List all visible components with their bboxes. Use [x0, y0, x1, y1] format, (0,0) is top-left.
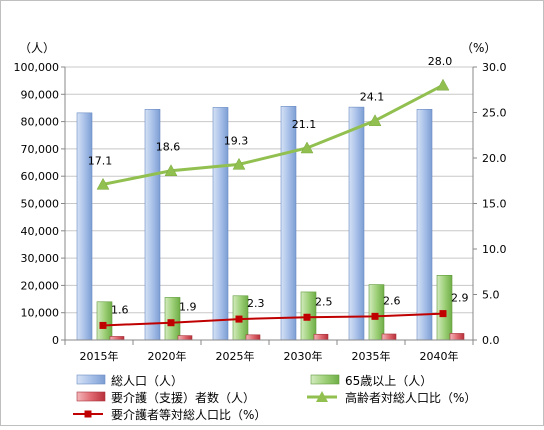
x-tick-label: 2040年: [420, 349, 459, 363]
care-ratio-data-label: 2.6: [383, 294, 401, 307]
elderly-ratio-data-label: 17.1: [88, 154, 113, 167]
legend-total-population-label: 総人口（人）: [111, 374, 183, 388]
elderly-ratio-data-label: 28.0: [428, 55, 453, 68]
right-tick-label: 5.0: [482, 289, 500, 302]
care-ratio-data-label: 1.9: [179, 301, 197, 314]
bar-age65-over: [96, 301, 113, 341]
bar-total-population: [76, 112, 93, 341]
legend-care-required-label: 要介護（支援）者数（人）: [111, 390, 255, 405]
legend-elderly-ratio: 高齢者対総人口比（%）: [307, 390, 476, 405]
bar-care-required: [109, 336, 125, 341]
elderly-ratio-data-label: 19.3: [224, 134, 249, 147]
x-tick-label: 2025年: [216, 349, 255, 363]
legend-elderly-ratio-swatch-marker: [316, 391, 328, 402]
care-ratio-marker: [99, 321, 107, 329]
elderly-ratio-marker: [300, 141, 314, 154]
care-ratio-marker: [439, 310, 447, 318]
right-tick-label: 25.0: [482, 107, 507, 120]
elderly-ratio-data-label: 18.6: [156, 141, 181, 154]
right-tick-label: 0.0: [482, 334, 500, 347]
bar-age65-over: [368, 284, 385, 341]
left-tick-label: 10,000: [21, 307, 60, 320]
left-tick-label: 50,000: [21, 198, 60, 211]
left-tick-label: 30,000: [21, 252, 60, 265]
care-ratio-marker: [235, 315, 243, 323]
care-ratio-data-label: 2.3: [247, 297, 265, 310]
bar-age65-over: [164, 297, 181, 341]
legend-care-required-swatch: [76, 391, 106, 402]
elderly-ratio-line: [102, 83, 444, 186]
left-tick-label: 90,000: [21, 88, 60, 101]
bars-layer: [76, 106, 465, 341]
legend-age65-over-swatch: [310, 374, 340, 385]
left-tick-label: 0: [52, 334, 59, 347]
x-tick-label: 2035年: [352, 349, 391, 363]
legend-care-ratio: 要介護者等対総人口比（%）: [73, 407, 266, 422]
bar-care-required: [449, 333, 465, 341]
care-ratio-marker: [303, 313, 311, 321]
elderly-ratio-marker: [96, 177, 110, 190]
bar-total-population: [280, 106, 297, 341]
elderly-ratio-marker: [436, 78, 450, 91]
legend-total-population-swatch: [76, 374, 106, 385]
care-ratio-data-label: 2.5: [315, 295, 333, 308]
care-ratio-line: [102, 312, 444, 327]
care-ratio-marker: [371, 312, 379, 320]
axes-layer: 0 10,000 20,000 30,000 40,000 50,000 60,000 70,…: [14, 61, 507, 363]
left-tick-label: 70,000: [21, 143, 60, 156]
left-tick-label: 40,000: [21, 225, 60, 238]
x-tick-label: 2015年: [80, 349, 119, 363]
left-tick-label: 20,000: [21, 279, 60, 292]
gridlines: [65, 66, 473, 314]
bar-care-required: [245, 334, 261, 341]
legend-elderly-ratio-label: 高齢者対総人口比（%）: [345, 390, 476, 405]
care-ratio-marker: [167, 319, 175, 327]
right-tick-label: 10.0: [482, 243, 507, 256]
left-tick-label: 60,000: [21, 170, 60, 183]
bar-care-required: [177, 335, 193, 341]
elderly-ratio-data-label: 24.1: [360, 91, 385, 104]
legend: 総人口（人） 65歳以上（人） 要介護（支援）者数（人） 高齢者対総人口比（%） 要介護…: [73, 374, 476, 422]
elderly-ratio-marker: [232, 157, 246, 170]
left-axis-unit-label: （人）: [19, 41, 55, 55]
elderly-ratio-marker: [164, 164, 178, 176]
right-tick-label: 30.0: [482, 61, 507, 74]
right-axis-unit-label: （%）: [461, 41, 496, 55]
x-tick-label: 2030年: [284, 349, 323, 363]
legend-care-ratio-swatch-marker: [84, 410, 92, 418]
right-tick-label: 20.0: [482, 152, 507, 165]
bar-age65-over: [436, 274, 453, 341]
bar-total-population: [348, 106, 365, 341]
bar-care-required: [313, 333, 329, 341]
lines-layer: 17.1 18.6 19.3 21.1 24.1 28.0 1.6 1.9 2.3 2.5 2.6 2…: [88, 55, 469, 329]
left-tick-label: 100,000: [14, 61, 60, 74]
care-ratio-data-label: 2.9: [451, 292, 469, 305]
elderly-ratio-marker: [368, 114, 382, 126]
right-tick-label: 15.0: [482, 198, 507, 211]
legend-care-ratio-label: 要介護者等対総人口比（%）: [111, 407, 266, 422]
bar-total-population: [416, 109, 433, 341]
care-ratio-data-label: 1.6: [111, 303, 129, 316]
elderly-ratio-data-label: 21.1: [292, 118, 317, 131]
legend-age65-over-label: 65歳以上（人）: [345, 374, 432, 388]
bar-care-required: [381, 333, 397, 341]
legend-total-population: 総人口（人）: [76, 374, 183, 388]
left-tick-label: 80,000: [21, 116, 60, 129]
legend-care-required: 要介護（支援）者数（人）: [76, 390, 255, 405]
legend-age65-over: 65歳以上（人）: [310, 374, 432, 388]
x-tick-label: 2020年: [148, 349, 187, 363]
